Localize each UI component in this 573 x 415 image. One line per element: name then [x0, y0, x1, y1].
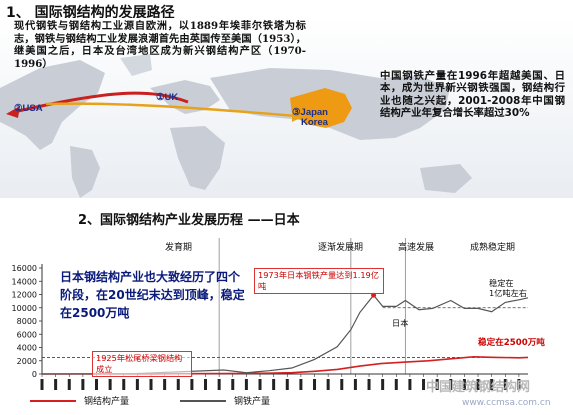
x-tick-label-mark: [244, 379, 248, 390]
y-tick-label: 4000: [17, 344, 37, 353]
x-tick-label-mark: [422, 379, 426, 390]
x-tick-label-mark: [54, 379, 58, 390]
arrow-head-usa: [6, 106, 20, 118]
x-tick-label-mark: [258, 379, 262, 390]
x-tick-label-mark: [449, 379, 453, 390]
x-tick-label-mark: [217, 379, 221, 390]
x-tick-label-mark: [135, 379, 139, 390]
x-tick-label-mark: [394, 379, 398, 390]
x-tick-label-mark: [122, 379, 126, 390]
x-tick-label-mark: [108, 379, 112, 390]
x-tick-label-mark: [163, 379, 167, 390]
x-tick-label-mark: [340, 379, 344, 390]
x-tick-label-mark: [490, 379, 494, 390]
history-paragraph: 现代钢铁与钢结构工业源自欧洲，以1889年埃菲尔铁塔为标志，钢铁与钢结构工业发展…: [14, 20, 306, 70]
legend-steel: 钢铁产量: [234, 397, 271, 407]
y-tick-label: 16000: [12, 264, 37, 273]
x-tick-label-mark: [462, 379, 466, 390]
x-tick-label-mark: [40, 379, 44, 390]
section2-title: 2、国际钢结构产业发展历程 ——日本: [78, 213, 300, 228]
japan-line-label: 日本: [392, 318, 409, 328]
legend-swatch-steel: [180, 400, 226, 402]
legend-steel-structure: 钢结构产量: [84, 397, 130, 407]
x-tick-label-mark: [353, 379, 357, 390]
x-tick-label-mark: [299, 379, 303, 390]
phase-label: 成熟稳定期: [470, 243, 516, 253]
x-tick-label-mark: [476, 379, 480, 390]
x-tick-label-mark: [408, 379, 412, 390]
arrow-to-asia: [45, 102, 297, 118]
y-tick-label: 10000: [12, 304, 37, 313]
x-tick-label-mark: [435, 379, 439, 390]
china-paragraph: 中国钢铁产量在1996年超越美国、日本，成为世界新兴钢铁强国，钢结构行业也随之兴…: [380, 70, 565, 120]
y-tick-label: 8000: [17, 317, 37, 326]
series-steel-line: [41, 294, 529, 375]
legend-swatch-steel-structure: [30, 400, 76, 402]
x-tick-label-mark: [272, 379, 276, 390]
x-tick-label-mark: [176, 379, 180, 390]
y-tick-label: 14000: [12, 277, 37, 286]
x-tick-label-mark: [285, 379, 289, 390]
box-1925: 1925年松尾桥梁钢结构成立: [92, 351, 192, 377]
section1-title: 1、 国际钢结构的发展路径: [6, 5, 175, 21]
x-tick-label-mark: [149, 379, 153, 390]
box-1973: 1973年日本钢铁产量达到1.19亿吨: [254, 268, 384, 294]
x-tick-label-mark: [313, 379, 317, 390]
y-tick-label: 2000: [17, 357, 37, 366]
phase-label: 逐渐发展期: [318, 243, 364, 253]
x-tick-label-mark: [503, 379, 507, 390]
watermark: 中国建筑钢结构网: [426, 380, 531, 395]
x-tick-label-mark: [381, 379, 385, 390]
x-tick-label-mark: [67, 379, 71, 390]
stable-2500-label: 稳定在2500万吨: [478, 338, 545, 348]
x-tick-label-mark: [231, 379, 235, 390]
usa-marker: ②USA: [14, 103, 43, 114]
phase-label: 发育期: [165, 243, 193, 253]
stable-label: 稳定在 1亿吨左右: [489, 278, 527, 298]
x-tick-label-mark: [326, 379, 330, 390]
x-tick-label-mark: [517, 379, 521, 390]
arrow-head-asia: [292, 110, 304, 122]
japan-korea-marker: ③Japan Korea: [292, 107, 328, 128]
x-tick-label-mark: [367, 379, 371, 390]
arrow-uk-usa: [13, 91, 189, 114]
x-tick-label-mark: [95, 379, 99, 390]
y-tick-label: 6000: [17, 330, 37, 339]
x-tick-label-mark: [204, 379, 208, 390]
x-tick-label-mark: [190, 379, 194, 390]
x-tick-label-mark: [81, 379, 85, 390]
uk-marker: ①UK: [156, 92, 179, 103]
chart-legend: 钢结构产量 钢铁产量: [20, 392, 320, 408]
japan-phase-note: 日本钢结构产业也大致经历了四个阶段，在20世纪末达到顶峰，稳定在2500万吨: [60, 270, 245, 320]
phase-label: 高速发展: [398, 243, 435, 253]
y-tick-label: 12000: [12, 291, 37, 300]
watermark-url: www.ccmsa.com.cn: [462, 398, 551, 408]
world-map: [0, 18, 573, 198]
y-tick-label: 0: [32, 370, 37, 379]
